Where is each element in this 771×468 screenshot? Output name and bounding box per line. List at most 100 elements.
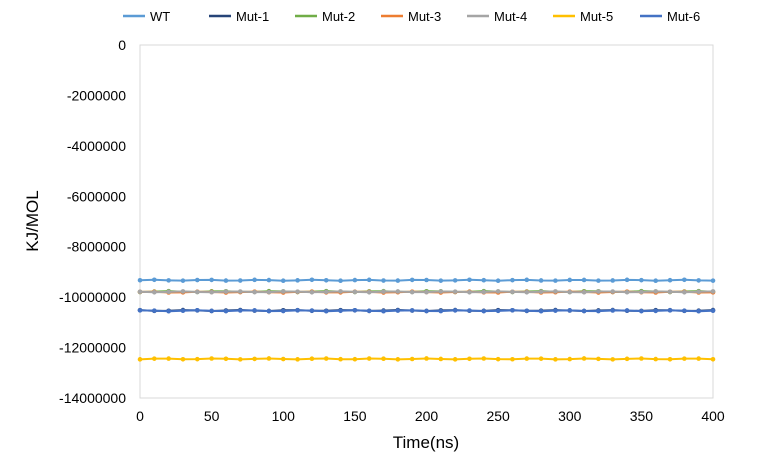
data-point (553, 357, 558, 362)
data-point (495, 289, 501, 294)
data-point (438, 356, 444, 362)
data-point (252, 277, 257, 283)
data-point (252, 289, 257, 295)
data-point (667, 308, 673, 313)
data-point (710, 356, 716, 362)
data-point (152, 290, 157, 295)
data-point (438, 289, 444, 294)
data-point (223, 278, 229, 283)
data-point (381, 356, 386, 362)
data-point (424, 308, 429, 314)
data-point (610, 308, 616, 313)
data-point (553, 308, 558, 313)
data-point (581, 277, 587, 283)
x-tick-label: 150 (343, 408, 367, 424)
data-point (538, 289, 544, 295)
data-point (538, 356, 544, 361)
data-point (524, 277, 530, 283)
data-point (237, 278, 243, 283)
data-point (395, 357, 401, 362)
data-point (567, 356, 573, 362)
y-axis-title: KJ/MOL (23, 190, 42, 251)
data-point (610, 357, 616, 362)
data-point (237, 289, 243, 294)
data-point (352, 308, 358, 313)
legend-item-mut-4: Mut-4 (467, 9, 527, 24)
data-point (395, 278, 401, 283)
legend-item-mut-6: Mut-6 (640, 9, 700, 24)
data-point (452, 278, 458, 283)
data-point (180, 278, 186, 283)
data-point (481, 277, 487, 283)
data-point (596, 289, 601, 294)
data-point (624, 277, 630, 283)
data-point (581, 356, 587, 361)
data-point (295, 278, 300, 283)
data-point (252, 308, 257, 313)
data-point (409, 289, 415, 295)
data-point (395, 289, 401, 294)
data-point (424, 289, 429, 295)
data-point (710, 289, 716, 294)
data-point (180, 308, 186, 314)
data-point (137, 308, 143, 313)
data-point (280, 356, 286, 362)
data-point (696, 289, 701, 295)
y-tick-label: -6000000 (67, 188, 126, 204)
legend-label: Mut-6 (667, 9, 700, 24)
legend-label: Mut-1 (236, 9, 269, 24)
data-point (424, 277, 429, 283)
data-point (266, 289, 272, 295)
data-point (553, 278, 558, 283)
data-point (467, 308, 472, 313)
data-point (166, 356, 171, 361)
x-tick-label: 50 (204, 408, 220, 424)
data-point (266, 308, 272, 314)
data-point (195, 356, 200, 362)
data-point (338, 289, 343, 294)
data-point (295, 289, 300, 294)
series-group (137, 277, 716, 362)
data-point (682, 277, 687, 283)
data-point (280, 308, 286, 314)
data-point (653, 356, 658, 362)
data-point (510, 277, 515, 283)
data-point (209, 308, 214, 314)
data-point (452, 308, 458, 313)
y-tick-label: -2000000 (67, 87, 126, 103)
x-tick-label: 300 (558, 408, 582, 424)
data-point (352, 289, 358, 295)
plot-area-frame (139, 44, 714, 399)
y-tick-label: 0 (118, 37, 126, 53)
legend-label: WT (150, 9, 170, 24)
data-point (467, 289, 472, 295)
series-mut-4 (137, 289, 716, 295)
data-point (295, 357, 300, 362)
data-point (280, 289, 286, 294)
legend: WT Mut-1 Mut-2 Mut-3 Mut-4 Mut-5 Mut-6 (123, 9, 700, 24)
data-point (610, 278, 616, 283)
data-point (524, 308, 530, 314)
legend-label: Mut-5 (580, 9, 613, 24)
data-point (166, 278, 171, 283)
data-point (195, 289, 200, 295)
data-point (653, 278, 658, 284)
data-point (567, 289, 573, 295)
data-point (596, 308, 601, 314)
data-point (510, 308, 515, 313)
data-point (409, 356, 415, 362)
legend-label: Mut-3 (408, 9, 441, 24)
data-point (280, 278, 286, 283)
data-point (252, 356, 257, 362)
data-point (467, 277, 472, 283)
legend-item-mut-5: Mut-5 (553, 9, 613, 24)
data-point (409, 277, 415, 283)
x-tick-label: 250 (486, 408, 510, 424)
data-point (639, 277, 644, 283)
data-point (438, 308, 444, 314)
data-point (710, 308, 716, 314)
data-point (639, 356, 644, 361)
data-point (596, 278, 601, 283)
data-point (481, 308, 487, 314)
data-point (610, 289, 616, 294)
